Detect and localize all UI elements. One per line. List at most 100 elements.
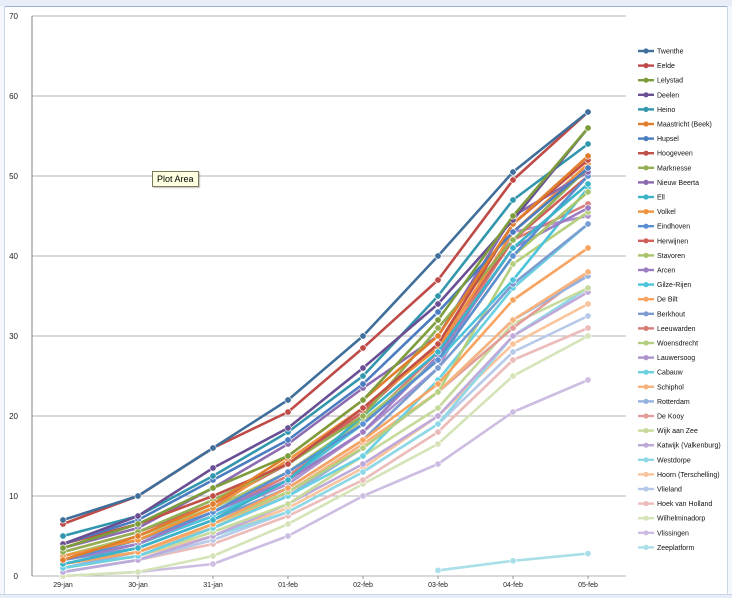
legend-label: Stavoren	[657, 253, 685, 260]
legend-swatch-marker	[643, 238, 649, 244]
legend-item: Hoorn (Terschelling)	[638, 471, 720, 479]
legend-item: Hoogeveen	[638, 150, 693, 158]
data-point	[509, 244, 517, 252]
legend-label: Ell	[657, 195, 665, 202]
x-tick-label: 02-feb	[353, 582, 373, 589]
legend-swatch-marker	[643, 325, 649, 331]
data-point	[359, 396, 367, 404]
data-point	[359, 468, 367, 476]
data-point	[509, 296, 517, 304]
data-point	[284, 436, 292, 444]
legend-swatch-marker	[643, 150, 649, 156]
x-tick-label: 01-feb	[278, 582, 298, 589]
data-point	[584, 108, 592, 116]
data-point	[509, 176, 517, 184]
legend-item: Wijk aan Zee	[638, 428, 698, 435]
window-right-border	[727, 6, 732, 598]
legend-label: Heino	[657, 107, 675, 114]
series-line	[62, 111, 589, 526]
data-point	[509, 356, 517, 364]
legend-swatch-marker	[643, 398, 649, 404]
data-point	[584, 284, 592, 292]
data-point	[434, 348, 442, 356]
y-tick-label: 20	[9, 412, 18, 421]
legend-swatch-marker	[643, 194, 649, 200]
legend-label: Hoogeveen	[657, 151, 693, 158]
series-line	[62, 223, 589, 570]
legend-item: Hoek van Holland	[638, 501, 712, 508]
data-point	[509, 168, 517, 176]
data-point	[434, 300, 442, 308]
legend-label: Lauwersoog	[657, 355, 695, 362]
data-point	[59, 544, 67, 552]
data-point	[434, 428, 442, 436]
legend-label: Deelen	[657, 92, 679, 99]
legend-swatch-marker	[643, 530, 649, 536]
data-point	[584, 220, 592, 228]
legend-label: Katwijk (Valkenburg)	[657, 443, 721, 450]
y-tick-label: 30	[9, 332, 18, 341]
data-point	[359, 460, 367, 468]
data-point	[434, 332, 442, 340]
data-point	[209, 484, 217, 492]
data-point	[134, 512, 142, 520]
data-point	[209, 472, 217, 480]
legend-item: Zeeplatform	[638, 544, 695, 552]
data-point	[434, 440, 442, 448]
series-line	[62, 159, 589, 546]
x-tick-label: 29-jan	[53, 582, 73, 589]
legend-item: Leeuwarden	[638, 325, 696, 333]
legend-swatch-marker	[643, 92, 649, 98]
legend-item: Berkhout	[638, 311, 685, 318]
data-point	[359, 372, 367, 380]
data-point	[434, 340, 442, 348]
legend-swatch-marker	[643, 136, 649, 142]
data-point	[509, 260, 517, 268]
series-line	[62, 334, 589, 578]
legend-swatch-marker	[643, 63, 649, 69]
data-point	[209, 560, 217, 568]
x-tick-label: 05-feb	[578, 582, 598, 589]
legend-item: Herwijnen	[638, 238, 688, 245]
series-line	[62, 110, 589, 522]
series-lines	[59, 108, 592, 580]
legend-item: Arcen	[638, 267, 675, 275]
legend-swatch-marker	[643, 442, 649, 448]
data-point	[359, 436, 367, 444]
legend-swatch-marker	[643, 384, 649, 390]
legend-swatch-marker	[643, 355, 649, 361]
data-point	[359, 444, 367, 452]
legend-item: Hupsel	[638, 136, 679, 143]
legend-label: Westdorpe	[657, 457, 691, 464]
series-line	[62, 163, 589, 558]
legend-swatch-marker	[643, 48, 649, 54]
legend-label: Cabauw	[657, 370, 684, 377]
data-point	[509, 252, 517, 260]
legend-swatch-marker	[643, 369, 649, 375]
data-point	[434, 566, 442, 574]
data-point	[584, 300, 592, 308]
legend-label: Zeeplatform	[657, 545, 695, 552]
legend-item: Rotterdam	[638, 398, 690, 406]
legend-swatch-marker	[643, 223, 649, 229]
data-point	[509, 408, 517, 416]
legend-label: Nieuw Beerta	[657, 180, 699, 187]
data-point	[584, 124, 592, 132]
series-line	[62, 378, 589, 578]
data-point	[359, 412, 367, 420]
x-tick-label: 31-jan	[203, 582, 223, 589]
legend-swatch-marker	[643, 413, 649, 419]
window-bottom-border	[0, 594, 732, 598]
data-point	[284, 424, 292, 432]
legend-label: Wijk aan Zee	[657, 428, 698, 435]
series-twenthe	[59, 108, 592, 524]
y-tick-label: 10	[9, 492, 18, 501]
data-point	[284, 468, 292, 476]
series-line	[62, 127, 589, 550]
legend-item: Schiphol	[638, 384, 684, 391]
data-point	[584, 324, 592, 332]
legend-swatch-marker	[643, 457, 649, 463]
series-line	[62, 246, 589, 566]
